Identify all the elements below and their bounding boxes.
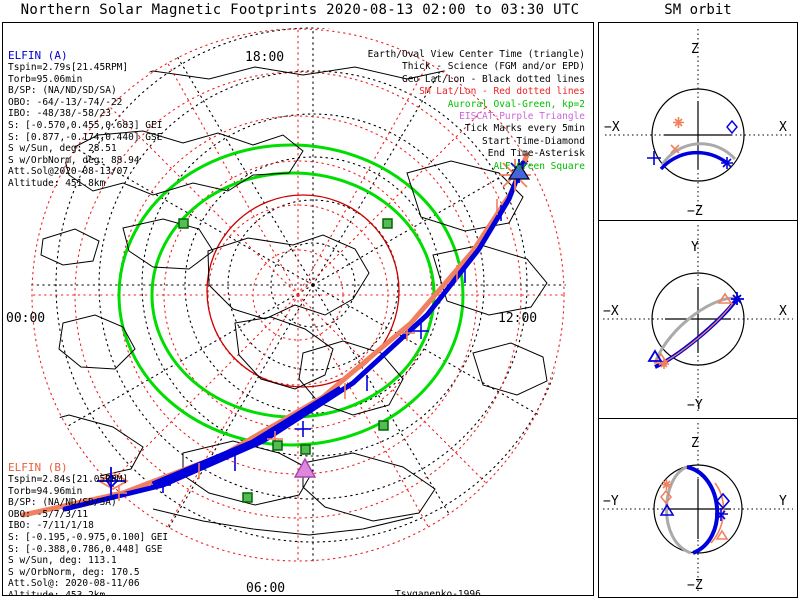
axis-label-bottom: −Z bbox=[687, 204, 703, 219]
legend-item-1: Thick - Science (FGM and/or EPD) bbox=[401, 61, 585, 73]
legend-item-3: SM Lat/Lon - Red dotted lines bbox=[419, 86, 585, 98]
elfin-b-line-4: IBO: -7/11/1/18 bbox=[8, 520, 94, 532]
elfin-a-line-8: S w/OrbNorm, deg: 88.94 bbox=[8, 154, 140, 166]
elfin-b-line-0: Tspin=2.84s[21.05RPM] bbox=[8, 474, 129, 485]
elfin-b-line-7: S w/Sun, deg: 113.1 bbox=[8, 555, 117, 567]
sm-orbit-xy-graphic: Y X −X −Y bbox=[603, 225, 793, 413]
model-name: Tsyganenko-1996 bbox=[395, 589, 481, 596]
start-time-diamond-a bbox=[97, 467, 125, 495]
elfin-a-line-2: B/SP: (NA/ND/SD/SA) bbox=[8, 85, 117, 97]
elfin-b-line-3: OBO: -5/7/3/11 bbox=[8, 508, 89, 520]
mlt-label-18: 18:00 bbox=[245, 50, 285, 65]
axis-label-bottom: −Z bbox=[687, 578, 703, 593]
elfin-a-line-4: IBO: -48/38/-58/23 bbox=[8, 108, 111, 120]
elfin-b-header: ELFIN (B) bbox=[8, 461, 68, 474]
elfin-b-line-8: S w/OrbNorm, deg: 170.5 bbox=[8, 566, 140, 578]
elfin-b-line-2: B/SP: (NA/ND/SD/SA) bbox=[8, 497, 117, 509]
legend-item-9: ALF-Green Square bbox=[493, 160, 585, 172]
axis-label-right: Y bbox=[779, 494, 787, 509]
elfin-b-line-9: Att.Sol@: 2020-08-11/06 bbox=[8, 578, 140, 590]
polar-map-panel: 18:00 00:00 12:00 06:00 ELFIN (A) Tspin=… bbox=[2, 22, 594, 596]
mlt-label-00: 00:00 bbox=[6, 311, 46, 326]
sm-orbit-xz-panel: Z X −X −Z bbox=[598, 22, 798, 220]
eiscat-triangle bbox=[293, 457, 317, 478]
axis-label-left: −X bbox=[603, 304, 619, 319]
elfin-a-track bbox=[62, 160, 526, 512]
elfin-a-line-7: S w/Sun, deg: 28.51 bbox=[8, 143, 117, 155]
axis-label-bottom: −Y bbox=[687, 398, 703, 413]
elfin-a-line-6: S: [0.877,-0.174,0.440] GSE bbox=[8, 131, 163, 143]
sm-orbit-column: SM orbit bbox=[596, 0, 800, 600]
view-center-triangle bbox=[507, 161, 531, 180]
elfin-a-line-0: Tspin=2.79s[21.45RPM] bbox=[8, 62, 129, 73]
elfin-b-line-1: Torb=94.96min bbox=[8, 485, 83, 497]
elfin-a-info-block: ELFIN (A) Tspin=2.79s[21.45RPM] Torb=95.… bbox=[8, 49, 162, 190]
page-title: Northern Solar Magnetic Footprints 2020-… bbox=[20, 2, 580, 18]
axis-label-left: −X bbox=[604, 120, 620, 135]
elfin-b-line-5: S: [-0.195,-0.975,0.100] GEI bbox=[8, 531, 169, 543]
elfin-b-info-block: ELFIN (B) Tspin=2.84s[21.05RPM] Torb=94.… bbox=[8, 461, 169, 596]
elfin-a-header: ELFIN (A) bbox=[8, 49, 68, 62]
legend-item-5: EISCAT-Purple Triangle bbox=[459, 111, 585, 123]
legend-item-0: Earth/Oval View Center Time (triangle) bbox=[367, 49, 585, 60]
axis-label-top: Z bbox=[691, 42, 699, 57]
legend-item-7: Start Time-Diamond bbox=[482, 135, 585, 147]
sm-orbit-yz-panel: Z Y −Y −Z bbox=[598, 418, 798, 598]
start-time-diamond-b bbox=[97, 471, 129, 491]
legend-item-6: Tick Marks every 5min bbox=[464, 123, 585, 135]
axis-label-top: Z bbox=[691, 436, 699, 451]
mlt-label-06: 06:00 bbox=[246, 581, 286, 596]
elfin-b-line-6: S: [-0.388,0.786,0.448] GSE bbox=[8, 543, 163, 555]
polar-map-graphic bbox=[20, 27, 566, 563]
axis-label-right: X bbox=[779, 304, 787, 319]
elfin-b-tick-marks bbox=[111, 199, 498, 501]
elfin-a-line-3: OBO: -64/-13/-74/-22 bbox=[8, 96, 123, 108]
axis-label-left: −Y bbox=[603, 494, 619, 509]
elfin-a-line-5: S: [-0.570,0.455,0.683] GEI bbox=[8, 119, 163, 131]
elfin-a-line-10: Altitude: 451.8km bbox=[8, 177, 106, 189]
sm-orbit-yz-graphic: Z Y −Y −Z bbox=[603, 423, 793, 593]
elfin-a-line-9: Att.Sol@2020-08-13/07 bbox=[8, 166, 129, 178]
elfin-a-tick-marks bbox=[155, 205, 502, 493]
sm-orbit-xy-panel: Y X −X −Y bbox=[598, 220, 798, 418]
sm-orbit-xz-graphic: Z X −X −Z bbox=[604, 29, 791, 219]
legend-item-4: Auroral Oval-Green, kp=2 bbox=[447, 98, 585, 110]
elfin-a-line-1: Torb=95.06min bbox=[8, 73, 83, 85]
axis-label-top: Y bbox=[691, 240, 699, 255]
sm-orbit-title: SM orbit bbox=[664, 2, 732, 18]
alf-green-squares bbox=[178, 218, 393, 503]
elfin-b-line-10: Altitude: 453.2km bbox=[8, 589, 106, 596]
map-legend: Earth/Oval View Center Time (triangle) T… bbox=[335, 49, 585, 173]
legend-item-8: End Time-Asterisk bbox=[487, 148, 585, 160]
legend-item-2: Geo Lat/Lon - Black dotted lines bbox=[401, 73, 585, 85]
axis-label-right: X bbox=[779, 120, 787, 135]
credits-block: Tsyganenko-1996 Created: Tue Jan 24 08:1… bbox=[395, 589, 584, 596]
mlt-label-12: 12:00 bbox=[498, 311, 538, 326]
